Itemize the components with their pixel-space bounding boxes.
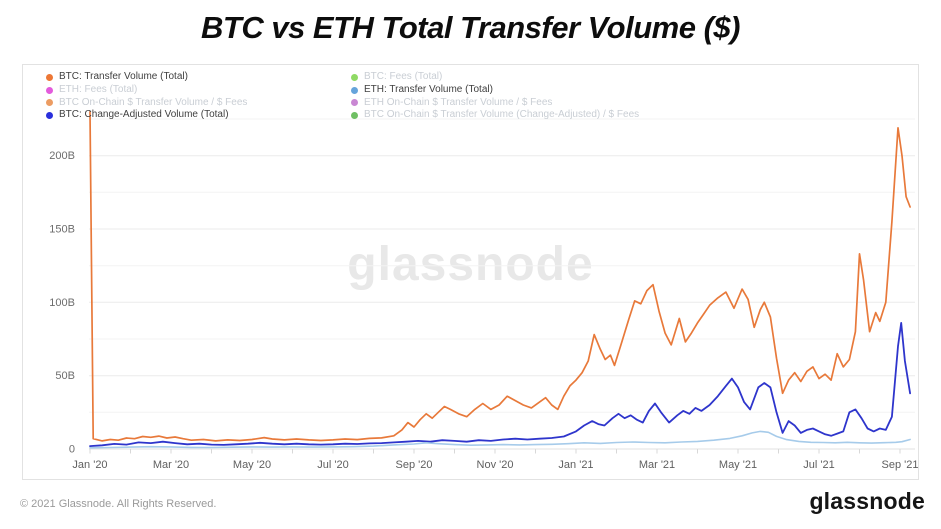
legend-dot-icon <box>351 99 358 107</box>
legend-label: BTC: Transfer Volume (Total) <box>59 71 188 82</box>
legend-item[interactable]: ETH On-Chain $ Transfer Volume / $ Fees <box>351 97 639 110</box>
legend-item[interactable]: BTC On-Chain $ Transfer Volume / $ Fees <box>46 97 247 110</box>
x-axis-label: May '21 <box>719 459 757 471</box>
legend-column: BTC: Fees (Total) ETH: Transfer Volume (T… <box>351 71 639 122</box>
legend-dot-icon <box>351 73 358 81</box>
legend-item[interactable]: BTC: Transfer Volume (Total) <box>46 71 247 84</box>
legend-label: BTC: Change-Adjusted Volume (Total) <box>59 109 229 121</box>
legend-dot-icon <box>351 112 358 120</box>
x-axis-label: Jan '20 <box>72 459 107 471</box>
y-axis-label: 0 <box>69 444 75 456</box>
chart-card: glassnode 0 50B 100B 150B 200B Jan '20 Mar '20… <box>22 64 919 480</box>
legend-item[interactable]: BTC: Change-Adjusted Volume (Total) <box>46 109 247 122</box>
y-axis-label: 50B <box>55 370 75 382</box>
legend-dot-icon <box>46 99 53 107</box>
legend-label: BTC On-Chain $ Transfer Volume / $ Fees <box>59 96 248 108</box>
x-axis-label: Mar '21 <box>639 459 675 471</box>
glassnode-logo: glassnode <box>809 488 925 514</box>
x-axis-label: Sep '21 <box>882 459 918 471</box>
page-title: BTC vs ETH Total Transfer Volume ($) <box>201 10 740 45</box>
x-axis-label: Sep '20 <box>396 459 433 471</box>
chart-plot[interactable]: 0 50B 100B 150B 200B Jan '20 Mar '20 May '20 Jul… <box>23 65 918 479</box>
legend-item[interactable]: BTC On-Chain $ Transfer Volume (Change-A… <box>351 109 639 122</box>
legend-label: BTC: Fees (Total) <box>364 71 443 82</box>
x-axis-label: Jul '21 <box>803 459 834 471</box>
legend-dot-icon <box>46 73 53 81</box>
series-line-2 <box>89 430 911 449</box>
legend-item[interactable]: ETH: Fees (Total) <box>46 84 247 97</box>
x-axis-label: Jan '21 <box>558 459 593 471</box>
y-axis-label: 200B <box>49 150 75 162</box>
legend-item[interactable]: BTC: Fees (Total) <box>351 71 639 84</box>
y-axis-label: 150B <box>49 224 75 236</box>
legend-label: ETH On-Chain $ Transfer Volume / $ Fees <box>364 96 553 108</box>
legend-item[interactable]: ETH: Transfer Volume (Total) <box>351 84 639 97</box>
x-axis-label: Mar '20 <box>153 459 189 471</box>
legend-dot-icon <box>46 86 53 94</box>
legend-dot-icon <box>46 112 53 120</box>
legend-dot-icon <box>351 86 358 94</box>
x-axis-label: Jul '20 <box>317 459 348 471</box>
footer-copyright: © 2021 Glassnode. All Rights Reserved. <box>20 498 217 510</box>
legend-label: ETH: Transfer Volume (Total) <box>364 83 493 95</box>
x-axis-label: May '20 <box>233 459 271 471</box>
legend-label: ETH: Fees (Total) <box>59 83 138 95</box>
watermark: glassnode <box>347 238 594 291</box>
series-line-1 <box>89 321 911 448</box>
y-axis-label: 100B <box>49 297 75 309</box>
x-axis-label: Nov '20 <box>477 459 514 471</box>
legend-column: BTC: Transfer Volume (Total) ETH: Fees (T… <box>46 71 247 122</box>
series-line-0 <box>89 110 911 442</box>
legend-label: BTC On-Chain $ Transfer Volume (Change-A… <box>364 109 640 121</box>
